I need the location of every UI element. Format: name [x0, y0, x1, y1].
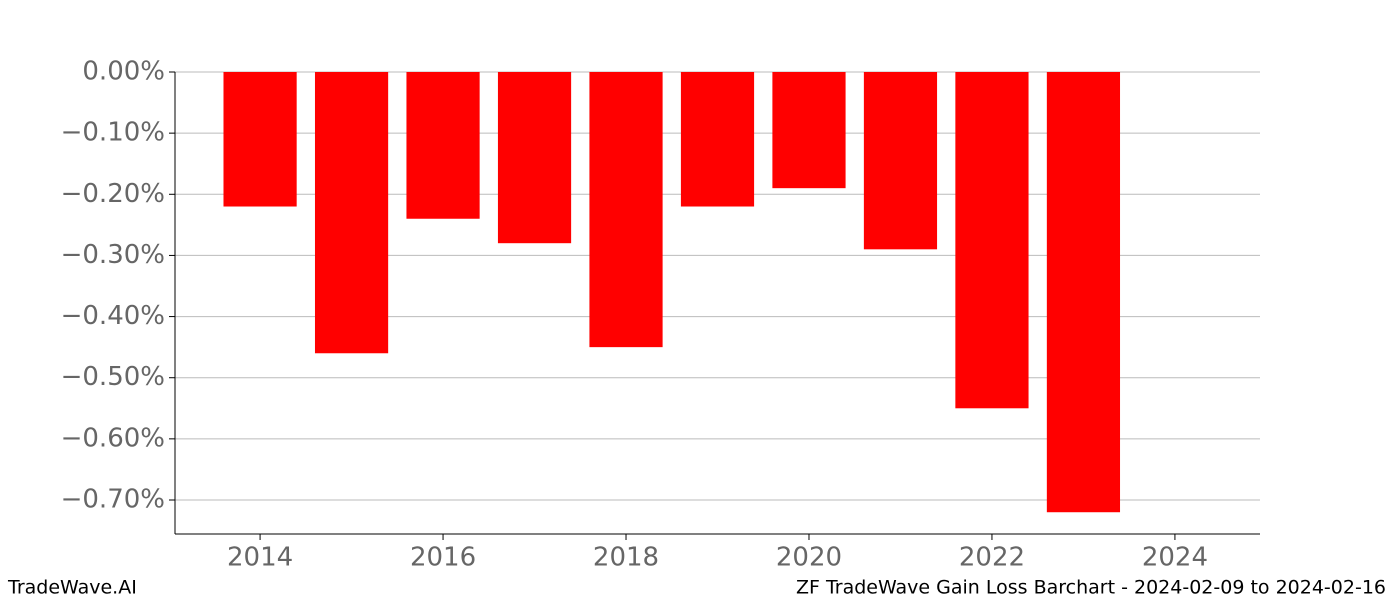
- y-tick-label: −0.40%: [61, 301, 165, 331]
- bar: [589, 72, 663, 348]
- y-tick-label: 0.00%: [82, 57, 165, 87]
- x-tick-label: 2022: [959, 543, 1025, 573]
- x-tick-label: 2020: [776, 543, 842, 573]
- bar: [863, 72, 938, 250]
- bar: [223, 72, 297, 207]
- y-tick-label: −0.20%: [61, 179, 165, 209]
- bar: [1046, 72, 1121, 513]
- bar: [772, 72, 846, 189]
- bar: [314, 72, 389, 354]
- y-tick-label: −0.30%: [61, 240, 165, 270]
- y-tick-label: −0.10%: [61, 118, 165, 148]
- x-tick-label: 2018: [593, 543, 659, 573]
- y-tick-label: −0.70%: [61, 485, 165, 515]
- bar: [955, 72, 1029, 409]
- bar: [680, 72, 755, 207]
- bar: [406, 72, 480, 219]
- bar: [497, 72, 572, 244]
- x-tick-label: 2024: [1142, 543, 1208, 573]
- x-tick-label: 2016: [410, 543, 476, 573]
- footer-left: TradeWave.AI: [7, 577, 137, 599]
- x-tick-label: 2014: [227, 543, 293, 573]
- y-tick-label: −0.50%: [61, 362, 165, 392]
- y-tick-label: −0.60%: [61, 423, 165, 453]
- footer-right: ZF TradeWave Gain Loss Barchart - 2024-0…: [796, 577, 1386, 599]
